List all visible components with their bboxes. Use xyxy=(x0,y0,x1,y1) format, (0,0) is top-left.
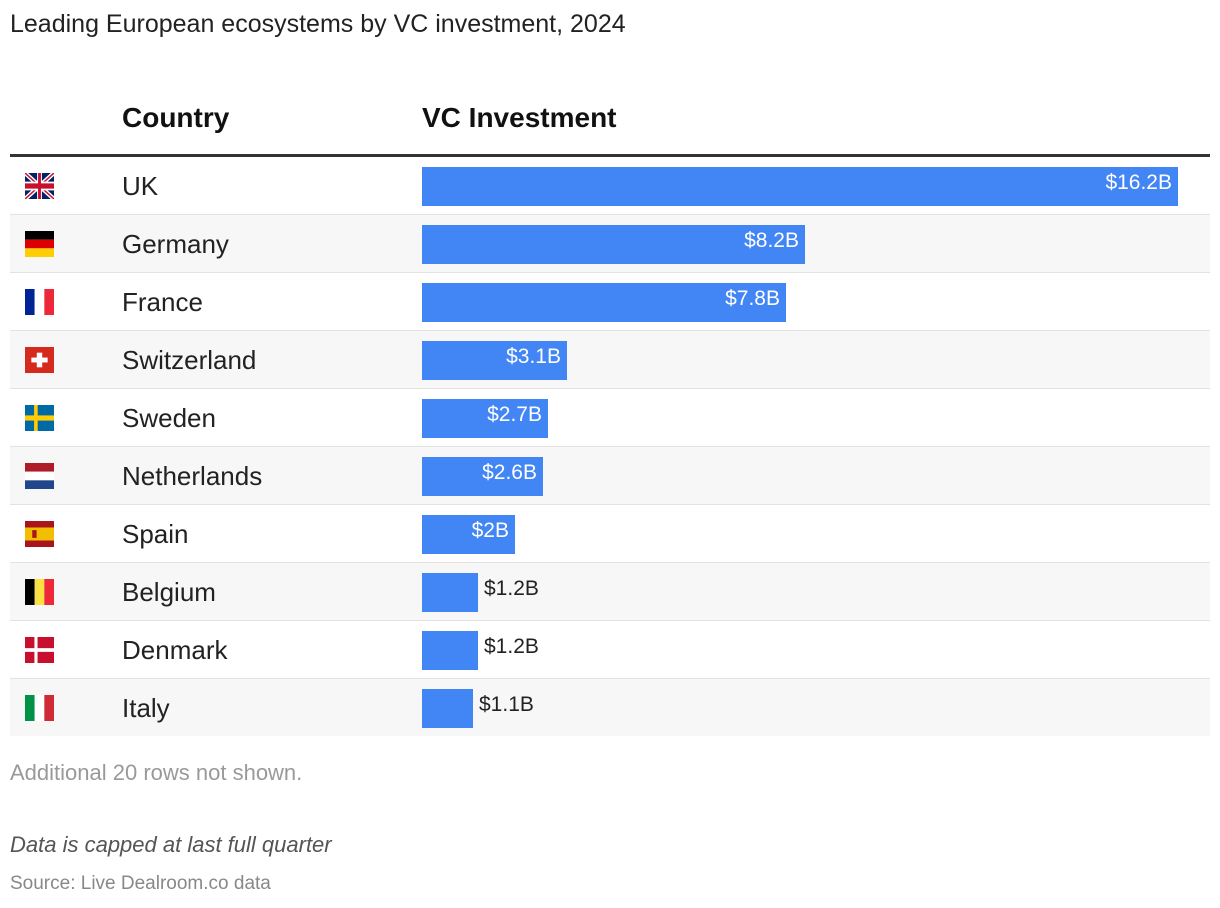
country-label: Netherlands xyxy=(122,461,263,491)
belgium-flag-icon xyxy=(25,579,54,605)
table-row: Denmark $1.2B xyxy=(10,621,1210,679)
bar-value-label: $2.7B xyxy=(487,403,542,426)
france-flag-icon xyxy=(25,289,54,315)
bar-value-label: $1.2B xyxy=(484,577,539,600)
uk-flag-icon xyxy=(25,173,54,199)
table-row: Germany $8.2B xyxy=(10,215,1210,273)
country-label: Italy xyxy=(122,693,170,723)
table-row: Italy $1.1B xyxy=(10,679,1210,736)
table-row: Spain $2B xyxy=(10,505,1210,563)
table-row: Sweden $2.7B xyxy=(10,389,1210,447)
chart-title: Leading European ecosystems by VC invest… xyxy=(10,10,626,38)
sweden-flag-icon xyxy=(25,405,54,431)
switzerland-flag-icon xyxy=(25,347,54,373)
table-row: UK $16.2B xyxy=(10,157,1210,215)
column-header-vc-investment: VC Investment xyxy=(422,102,617,133)
country-label: France xyxy=(122,287,203,317)
bar xyxy=(422,515,515,554)
country-label: Denmark xyxy=(122,635,228,665)
denmark-flag-icon xyxy=(25,637,54,663)
bar xyxy=(422,399,548,438)
bar-value-label: $2B xyxy=(471,519,509,542)
header-divider xyxy=(10,154,1210,157)
bar-value-label: $7.8B xyxy=(725,287,780,310)
germany-flag-icon xyxy=(25,231,54,257)
netherlands-flag-icon xyxy=(25,463,54,489)
table-body: UK $16.2B Germany $8.2B France $7.8B Switzerla… xyxy=(10,157,1210,736)
table-row: France $7.8B xyxy=(10,273,1210,331)
bar xyxy=(422,457,543,496)
bar xyxy=(422,631,478,670)
bar-value-label: $2.6B xyxy=(482,461,537,484)
bar xyxy=(422,689,473,728)
footnote: Data is capped at last full quarter xyxy=(10,832,332,857)
bar xyxy=(422,341,567,380)
bar-value-label: $1.1B xyxy=(479,693,534,716)
more-rows-note: Additional 20 rows not shown. xyxy=(10,760,303,785)
country-label: UK xyxy=(122,171,159,201)
table-row: Belgium $1.2B xyxy=(10,563,1210,621)
bar-value-label: $16.2B xyxy=(1105,171,1172,194)
bar-value-label: $1.2B xyxy=(484,635,539,658)
country-label: Germany xyxy=(122,229,229,259)
bar xyxy=(422,167,1178,206)
country-label: Sweden xyxy=(122,403,216,433)
bar-value-label: $8.2B xyxy=(744,229,799,252)
spain-flag-icon xyxy=(25,521,54,547)
table-row: Switzerland $3.1B xyxy=(10,331,1210,389)
bar xyxy=(422,225,805,264)
column-header-country: Country xyxy=(122,102,230,133)
bar xyxy=(422,573,478,612)
italy-flag-icon xyxy=(25,695,54,721)
table-header: Country VC Investment xyxy=(10,98,1210,154)
table-row: Netherlands $2.6B xyxy=(10,447,1210,505)
source-note: Source: Live Dealroom.co data xyxy=(10,873,271,894)
bar-value-label: $3.1B xyxy=(506,345,561,368)
country-label: Switzerland xyxy=(122,345,257,375)
bar xyxy=(422,283,786,322)
country-label: Belgium xyxy=(122,577,216,607)
country-label: Spain xyxy=(122,519,189,549)
